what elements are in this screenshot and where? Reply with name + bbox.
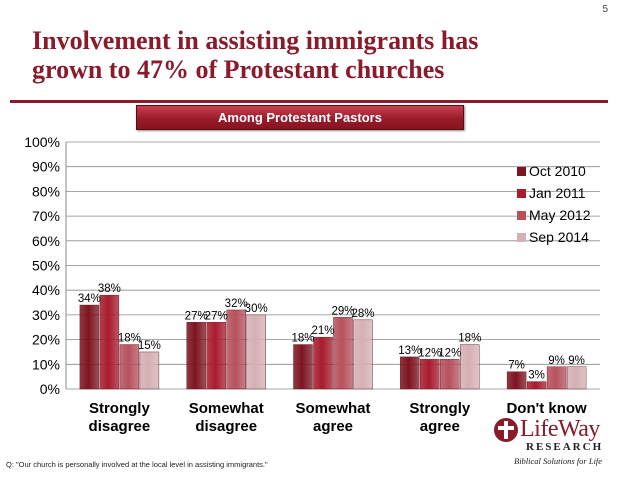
category-label: Strongly (409, 400, 470, 417)
data-label: 9% (548, 355, 565, 367)
category-label: Somewhat (189, 400, 264, 417)
legend: Oct 2010 Jan 2011 May 2012 Sep 2014 (517, 163, 591, 245)
category-label: agree (313, 418, 353, 435)
subtitle-banner: Among Protestant Pastors (136, 105, 464, 130)
y-tick-label: 80% (32, 183, 60, 199)
logo-tagline: Biblical Solutions for Life (514, 456, 603, 466)
bar (333, 317, 353, 390)
data-label: 32% (225, 298, 248, 310)
data-label: 27% (185, 310, 208, 322)
data-label: 12% (418, 347, 441, 359)
subtitle-text: Among Protestant Pastors (218, 110, 382, 125)
title-line-1: Involvement in assisting immigrants has (32, 26, 479, 55)
legend-swatch (517, 189, 526, 198)
footnote: Q: "Our church is personally involved at… (6, 460, 268, 469)
bar (506, 371, 527, 390)
data-labels: 34%38%18%15%27%27%32%30%18%21%29%28%13%1… (78, 283, 585, 381)
page-title: Involvement in assisting immigrants has … (32, 26, 592, 84)
logo-cross-icon (494, 418, 518, 442)
category-label: Don't know (506, 400, 587, 417)
bar (420, 359, 440, 390)
data-label: 9% (568, 355, 585, 367)
bar (79, 304, 100, 390)
legend-swatch (517, 167, 526, 176)
bar (566, 366, 587, 390)
y-tick-label: 50% (32, 258, 60, 274)
data-label: 18% (458, 333, 481, 345)
bar (226, 309, 246, 390)
category-label: disagree (89, 418, 151, 435)
y-tick-label: 100% (24, 134, 60, 150)
data-label: 15% (138, 340, 161, 352)
y-tick-label: 30% (32, 307, 60, 323)
legend-label: Sep 2014 (529, 229, 589, 245)
bar (546, 366, 567, 390)
bar (139, 351, 160, 390)
y-tick-label: 70% (32, 208, 60, 224)
bar (526, 381, 547, 390)
title-divider (10, 100, 608, 103)
data-label: 12% (438, 347, 461, 359)
legend-swatch (517, 211, 526, 220)
lifeway-research-logo: LifeWay RESEARCH Biblical Solutions for … (492, 416, 614, 472)
bars (79, 294, 587, 390)
data-label: 29% (331, 305, 354, 317)
data-label: 13% (398, 345, 421, 357)
logo-name: LifeWay (520, 416, 600, 442)
category-label: Somewhat (295, 400, 370, 417)
category-label: Strongly (89, 400, 150, 417)
data-label: 27% (205, 310, 228, 322)
y-tick-label: 10% (32, 356, 60, 372)
bar (186, 322, 206, 390)
bar (400, 356, 420, 390)
y-axis-ticks: 0% 10% 20% 30% 40% 50% 60% 70% 80% 90% 100% (24, 134, 60, 397)
y-tick-label: 60% (32, 233, 60, 249)
bar (460, 344, 480, 390)
category-label: agree (420, 418, 460, 435)
page-number: 5 (602, 4, 608, 15)
y-tick-label: 0% (40, 381, 60, 397)
data-label: 34% (78, 293, 101, 305)
legend-label: May 2012 (529, 207, 591, 223)
y-tick-label: 20% (32, 332, 60, 348)
logo-sub: RESEARCH (526, 441, 604, 453)
data-label: 28% (351, 308, 374, 320)
data-label: 18% (291, 333, 314, 345)
data-label: 18% (118, 333, 141, 345)
bar (246, 314, 266, 390)
data-label: 3% (528, 370, 545, 382)
data-label: 21% (311, 325, 334, 337)
y-tick-label: 40% (32, 282, 60, 298)
bar (313, 336, 333, 390)
category-label: disagree (195, 418, 257, 435)
data-label: 30% (245, 303, 268, 315)
bar (293, 344, 313, 390)
legend-swatch (517, 233, 526, 242)
x-axis-categories: StronglydisagreeSomewhatdisagreeSomewhat… (89, 400, 587, 435)
bar (353, 319, 373, 390)
y-tick-label: 90% (32, 159, 60, 175)
data-label: 38% (98, 283, 121, 295)
title-line-2: grown to 47% of Protestant churches (32, 55, 445, 84)
data-label: 7% (508, 360, 525, 372)
legend-label: Oct 2010 (529, 163, 586, 179)
bar (440, 359, 460, 390)
bar (119, 344, 140, 390)
legend-label: Jan 2011 (529, 185, 586, 201)
bar (206, 322, 226, 390)
bar (99, 294, 120, 390)
